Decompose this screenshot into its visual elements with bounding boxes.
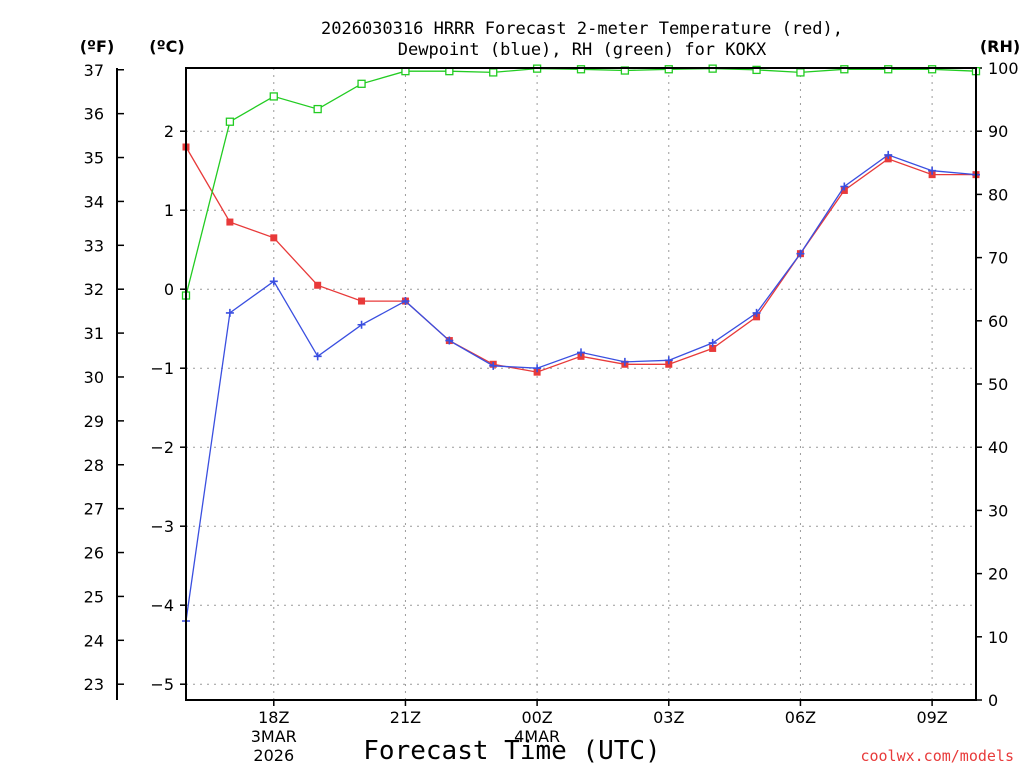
fahrenheit-tick-label: 31 [84, 324, 104, 343]
rh-tick-label: 40 [988, 438, 1008, 457]
dewpoint-point [489, 361, 498, 370]
temperature-point [709, 344, 717, 352]
rh-point [752, 65, 761, 75]
dewpoint-point [620, 357, 629, 366]
temperature-point [226, 218, 234, 226]
celsius-tick-label: 0 [164, 280, 174, 299]
dewpoint-point [928, 166, 937, 175]
rh-point [357, 79, 366, 88]
rh-tick-label: 30 [988, 501, 1008, 520]
dewpoint-point [313, 352, 322, 361]
dewpoint-point [752, 308, 761, 317]
rh-point [884, 65, 893, 74]
date-label-month: 3MAR [251, 727, 297, 746]
fahrenheit-tick-label: 32 [84, 280, 104, 299]
chart-title-line1: 2026030316 HRRR Forecast 2-meter Tempera… [321, 19, 843, 39]
rh-tick-label: 50 [988, 375, 1008, 394]
rh-tick-label: 10 [988, 628, 1008, 647]
celsius-axis-unit: (ºC) [149, 37, 184, 56]
rh-tick-label: 90 [988, 122, 1008, 141]
rh-tick-label: 60 [988, 312, 1008, 331]
fahrenheit-tick-label: 27 [84, 500, 104, 519]
dewpoint-point [884, 150, 893, 159]
dewpoint-point [357, 320, 366, 329]
rh-point [576, 65, 586, 74]
chart-title-line2: Dewpoint (blue), RH (green) for KOKX [398, 40, 767, 60]
rh-point [796, 68, 805, 77]
series-temperature [182, 143, 980, 376]
time-tick-label: 18Z [258, 708, 289, 727]
dewpoint-point [708, 338, 717, 347]
plot-frame [185, 67, 977, 701]
data-series [181, 64, 981, 625]
time-tick-label: 00Z [521, 708, 552, 727]
celsius-tick-label: 1 [164, 201, 174, 220]
dewpoint-point [796, 249, 805, 258]
time-tick-label: 03Z [653, 708, 684, 727]
temperature-line [185, 146, 976, 373]
rh-point [313, 104, 322, 114]
time-tick-label: 21Z [390, 708, 421, 727]
temperature-point [314, 281, 322, 289]
celsius-tick-label: −1 [150, 359, 174, 378]
fahrenheit-tick-label: 35 [84, 149, 104, 168]
rh-axis-unit: (RH) [980, 37, 1020, 56]
fahrenheit-tick-label: 23 [84, 675, 104, 694]
celsius-axis: 2 1 0 −1 −2 −3 −4 −5 [150, 122, 186, 694]
x-axis-label: Forecast Time (UTC) [363, 736, 660, 766]
dewpoint-point [577, 348, 585, 357]
fahrenheit-axis: 37 36 35 34 33 32 31 30 29 28 27 26 25 24 23 [84, 61, 124, 700]
dewpoint-point [225, 308, 234, 317]
dewpoint-point [533, 364, 542, 373]
rh-point [225, 117, 235, 126]
fahrenheit-tick-label: 37 [84, 61, 104, 80]
date-label-month: 4MAR [514, 727, 560, 746]
rh-tick-label: 80 [988, 185, 1008, 204]
rh-point [927, 65, 937, 74]
dewpoint-point [401, 297, 410, 306]
rh-tick-label: 20 [988, 565, 1008, 584]
celsius-tick-label: −3 [150, 517, 174, 536]
rh-point [269, 92, 278, 101]
celsius-tick-label: 2 [164, 122, 174, 141]
fahrenheit-tick-label: 29 [84, 412, 104, 431]
fahrenheit-tick-label: 30 [84, 368, 104, 387]
series-dewpoint [182, 150, 980, 625]
rh-point [664, 65, 673, 74]
fahrenheit-tick-label: 24 [84, 631, 104, 650]
celsius-tick-label: −2 [150, 438, 174, 457]
fahrenheit-tick-label: 28 [84, 456, 104, 475]
credit-text: coolwx.com/models [860, 747, 1014, 765]
chart-title: 2026030316 HRRR Forecast 2-meter Tempera… [321, 19, 843, 60]
fahrenheit-axis-unit: (ºF) [80, 37, 115, 56]
rh-point [489, 68, 498, 77]
fahrenheit-tick-label: 26 [84, 544, 104, 563]
grid-lines [186, 68, 976, 700]
rh-tick-label: 0 [988, 691, 998, 710]
fahrenheit-tick-label: 33 [84, 236, 104, 255]
fahrenheit-tick-label: 34 [84, 192, 104, 211]
fahrenheit-tick-label: 25 [84, 587, 104, 606]
rh-tick-label: 100 [988, 59, 1019, 78]
rh-line [185, 67, 977, 296]
dewpoint-point [269, 277, 278, 286]
temperature-point [358, 297, 366, 305]
celsius-tick-label: −4 [150, 596, 174, 615]
time-tick-label: 09Z [916, 708, 947, 727]
fahrenheit-tick-label: 36 [84, 105, 104, 124]
dewpoint-line [185, 154, 977, 622]
rh-tick-label: 70 [988, 249, 1008, 268]
dewpoint-point [840, 182, 849, 191]
rh-point [840, 65, 849, 74]
dewpoint-point [445, 336, 454, 345]
celsius-tick-label: −5 [150, 675, 174, 694]
series-rh [181, 64, 981, 300]
time-tick-label: 06Z [785, 708, 816, 727]
dewpoint-point [664, 356, 673, 365]
temperature-point [270, 234, 278, 242]
date-label-year: 2026 [253, 746, 294, 765]
